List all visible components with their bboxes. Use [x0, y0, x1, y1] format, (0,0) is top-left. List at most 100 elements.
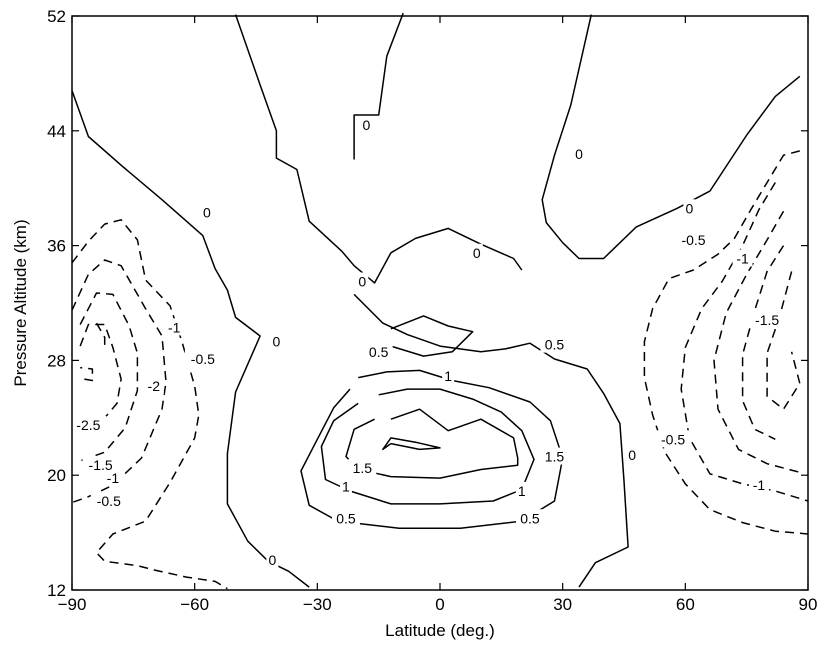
contour-line-neg-18	[80, 366, 94, 382]
x-tick-label: −90	[58, 595, 87, 614]
contour-label-background	[540, 335, 569, 353]
contour-label-background	[683, 199, 696, 217]
y-axis-title: Pressure Altitude (km)	[11, 219, 30, 386]
contour-label-background	[70, 415, 107, 433]
contour-label: -1.5	[89, 457, 113, 473]
contour-line-neg-14	[79, 292, 139, 462]
y-tick-label: 44	[47, 122, 66, 141]
contour-label: -1.5	[755, 312, 779, 328]
contour-label: 1.5	[353, 460, 373, 476]
contour-label-background	[348, 459, 377, 477]
contour-label-background	[102, 469, 123, 487]
contour-label-background	[90, 492, 127, 510]
contour-line-neg-11	[643, 150, 809, 535]
x-axis-tick-labels: −90 −60 −30 0 30 60 90	[58, 595, 818, 614]
contour-label: -0.5	[97, 493, 121, 509]
contour-label-background	[573, 144, 586, 162]
contour-label-background	[356, 272, 369, 290]
contour-line-pos-1	[234, 14, 523, 284]
contour-line-pos-8	[382, 437, 441, 451]
contour-label: -2	[148, 378, 161, 394]
contour-label-background	[82, 456, 119, 474]
contour-line-pos-2	[353, 293, 629, 588]
contour-label: 1.5	[545, 449, 565, 465]
y-axis-tick-labels: 12 20 28 36 44 52	[47, 7, 66, 600]
contour-label-background	[515, 481, 528, 499]
contour-label-background	[339, 477, 352, 495]
x-tick-label: 90	[799, 595, 818, 614]
contour-label: 0	[473, 245, 481, 261]
contour-label: -0.5	[191, 351, 215, 367]
contour-label-background	[675, 230, 712, 248]
contour-label-background	[200, 203, 213, 221]
contour-label: 0	[203, 205, 211, 221]
contour-line-pos-4	[541, 14, 801, 260]
x-tick-label: 30	[553, 595, 572, 614]
contour-line-neg-16	[79, 323, 122, 423]
contour-label: 0	[686, 200, 694, 216]
contour-lines	[71, 12, 809, 590]
y-tick-label: 12	[47, 581, 66, 600]
contour-line-pos-0	[71, 90, 310, 588]
contour-label-background	[442, 367, 455, 385]
contour-label-background	[749, 311, 786, 329]
x-tick-label: 60	[676, 595, 695, 614]
contour-label-background	[748, 476, 769, 494]
contour-line-neg-20	[95, 322, 106, 347]
contour-label: 1	[342, 479, 350, 495]
contour-line-pos-6	[320, 388, 535, 505]
contour-label: 0.5	[545, 337, 565, 353]
y-tick-label: 20	[47, 466, 66, 485]
contour-label: -1	[107, 470, 120, 486]
y-tick-label: 36	[47, 237, 66, 256]
contour-label: -1	[736, 251, 749, 267]
contour-label-background	[540, 447, 569, 465]
contour-line-neg-19	[766, 271, 801, 410]
y-tick-label: 28	[47, 351, 66, 370]
contour-label-background	[266, 550, 279, 568]
contour-label-background	[626, 446, 639, 464]
contour-line-neg-17	[741, 245, 785, 440]
contour-label-background	[732, 249, 753, 267]
x-tick-label: −60	[180, 595, 209, 614]
contour-line-pos-7	[345, 408, 519, 479]
contour-label-background	[270, 332, 283, 350]
contour-label: 0	[363, 117, 371, 133]
contour-label: -1	[168, 319, 181, 335]
contour-label: 1	[444, 368, 452, 384]
contour-line-pos-9	[390, 315, 474, 357]
contour-label-background	[655, 430, 692, 448]
contour-label: -0.5	[661, 431, 685, 447]
contour-label: 0.5	[369, 344, 389, 360]
contour-label-background	[515, 509, 544, 527]
contour-label-background	[331, 509, 360, 527]
contour-label: -2.5	[76, 417, 100, 433]
x-tick-label: 0	[435, 595, 444, 614]
contour-label: 0	[268, 552, 276, 568]
contour-label: -1	[753, 477, 766, 493]
axis-ticks	[71, 15, 809, 591]
x-axis-title: Latitude (deg.)	[385, 621, 495, 640]
contour-label: 1	[518, 483, 526, 499]
contour-line-neg-15	[713, 210, 800, 474]
contour-label: -0.5	[681, 232, 705, 248]
contour-label-background	[470, 243, 483, 261]
contour-label: 0	[358, 273, 366, 289]
contour-label-background	[143, 377, 164, 395]
contour-label: 0.5	[336, 510, 356, 526]
contour-label: 0	[273, 334, 281, 350]
contour-line-neg-12	[71, 259, 167, 504]
contour-label-background	[184, 349, 221, 367]
y-tick-label: 52	[47, 7, 66, 26]
contour-label-background	[360, 116, 373, 134]
contour-label-background	[364, 342, 393, 360]
contour-line-pos-3	[353, 12, 404, 160]
contour-label: 0.5	[520, 510, 540, 526]
contour-line-neg-10	[71, 219, 228, 590]
contour-label-background	[164, 318, 185, 336]
contour-line-neg-13	[680, 182, 809, 502]
x-tick-label: −30	[303, 595, 332, 614]
contour-label: 0	[628, 447, 636, 463]
